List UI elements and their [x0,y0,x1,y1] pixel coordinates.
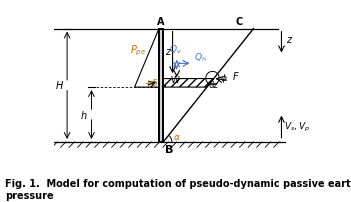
Text: $Q_v$: $Q_v$ [169,43,182,56]
Text: Fig. 1.  Model for computation of pseudo-dynamic passive earth
pressure: Fig. 1. Model for computation of pseudo-… [5,179,351,200]
Polygon shape [159,29,163,142]
Text: $V_s, V_p$: $V_s, V_p$ [284,121,311,134]
Text: z: z [165,47,170,57]
Text: h: h [81,110,87,120]
Text: B: B [165,145,173,155]
Text: A: A [157,17,165,27]
Text: H: H [55,81,63,91]
Text: F: F [233,72,239,82]
Text: $+\delta$: $+\delta$ [144,76,158,87]
Text: $\phi$: $\phi$ [220,72,228,85]
Text: $\alpha$: $\alpha$ [173,132,180,141]
Text: W: W [171,75,180,84]
Text: dz: dz [209,80,219,89]
Text: z: z [286,35,291,45]
Text: $Q_h$: $Q_h$ [194,51,206,64]
Text: $P_{pe}$: $P_{pe}$ [130,43,146,57]
Text: C: C [235,17,243,27]
